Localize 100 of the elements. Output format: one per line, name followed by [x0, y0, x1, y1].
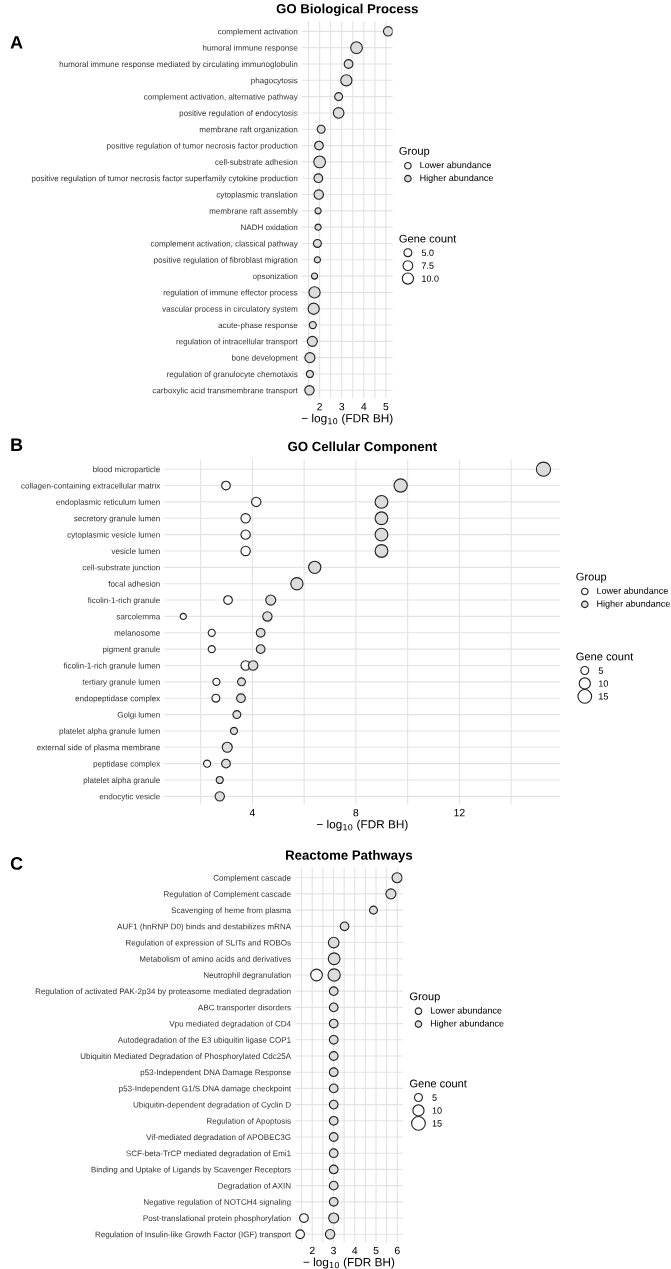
y-tick-label: carboxylic acid transmembrane transport	[152, 387, 298, 395]
y-tick-label: phagocytosis	[251, 77, 298, 85]
x-tick-label: 4	[249, 809, 255, 817]
x-tick-label: 4	[352, 1246, 358, 1255]
legend-label: Lower abundance	[597, 587, 668, 594]
y-tick-label: humoral immune response	[202, 44, 298, 53]
text: Gene count	[576, 652, 634, 661]
chart-title: Reactome Pathways	[286, 850, 413, 863]
legend-label: 5	[598, 667, 603, 674]
y-tick-label: Binding and Uptake of Ligands by Scavenger Receptors	[91, 1166, 291, 1175]
y-tick-label: positive regulation of endocytosis	[179, 110, 298, 118]
y-tick-label: positive regulation of fibroblast migration	[154, 256, 298, 265]
y-tick-label: p53-Independent DNA Damage Response	[140, 1069, 291, 1077]
y-tick-label: complement activation, alternative pathway	[144, 93, 298, 102]
legend-label: 10	[432, 1107, 442, 1114]
y-tick-label: Neutrophil degranulation	[203, 972, 291, 980]
y-tick-label: Autodegradation of the E3 ubiquitin ligase COP1	[117, 1036, 291, 1045]
x-tick-label: 5	[383, 403, 389, 411]
x-tick-label: 8	[353, 808, 359, 817]
y-tick-label: membrane raft organization	[199, 126, 298, 134]
chart-title: GO Biological Process	[276, 3, 418, 17]
y-tick-label: opsonization	[252, 273, 298, 281]
text: Gene count	[399, 234, 457, 243]
y-tick-label: Regulation of Apoptosis	[207, 1117, 291, 1126]
y-tick-label: Vpu mediated degradation of CD4	[169, 1020, 291, 1029]
y-tick-label: Negative regulation of NOTCH4 signaling	[143, 1198, 291, 1207]
legend-label: Lower abundance	[420, 161, 491, 169]
legend-label: 5.0	[421, 249, 434, 256]
y-tick-label: positive regulation of tumor necrosis factor production	[107, 142, 298, 151]
legend-label: 10	[599, 680, 609, 687]
y-tick-label: endocytic vesicle	[99, 793, 160, 801]
y-tick-label: ficolin-1-rich granule	[87, 597, 160, 605]
y-tick-label: vesicle lumen	[111, 548, 160, 554]
y-tick-label: humoral immune response mediated by circulating immunoglobulin	[59, 61, 298, 69]
y-tick-label: Golgi lumen	[117, 711, 160, 720]
y-tick-label: tertiary granule lumen	[82, 678, 160, 687]
y-tick-label: SCF-beta-TrCP mediated degradation of Emi1	[126, 1150, 291, 1158]
y-tick-label: Regulation of Insulin-like Growth Factor (IGF) transport	[95, 1231, 292, 1239]
y-tick-label: sarcolemma	[116, 613, 161, 620]
y-tick-label: Ubiquitin Mediated Degradation of Phosphorylated Cdc25A	[80, 1053, 292, 1061]
x-tick-label: 6	[394, 1246, 400, 1255]
y-tick-label: cytoplasmic vesicle lumen	[67, 531, 160, 540]
y-tick-label: cell-substrate adhesion	[215, 158, 298, 165]
text: A	[10, 36, 23, 49]
x-axis-title: − log$_{10}$ (FDR BH)	[303, 1257, 395, 1269]
y-tick-label: Degradation of AXIN	[218, 1182, 291, 1191]
x-tick-label: 4	[361, 403, 367, 411]
y-tick-label: NADH oxidation	[241, 224, 298, 231]
text: C	[10, 857, 23, 870]
y-tick-label: pigment granule	[102, 646, 160, 654]
x-tick-label: 3	[331, 1246, 336, 1255]
y-tick-label: positive regulation of tumor necrosis factor superfamily cytokine production	[31, 175, 298, 183]
y-tick-label: complement activation, classical pathway	[150, 240, 298, 249]
y-tick-label: cell-substrate junction	[82, 564, 160, 572]
y-tick-label: acute-phase response	[218, 322, 298, 330]
x-tick-label: 12	[454, 808, 465, 817]
y-tick-label: bone development	[232, 354, 298, 363]
y-tick-label: endopeptidase complex	[75, 695, 161, 703]
y-tick-label: peptidase complex	[93, 760, 161, 769]
y-tick-label: external side of plasma membrane	[37, 744, 160, 752]
y-tick-label: Post-translational protein phosphorylation	[143, 1215, 291, 1223]
legend-label: 10.0	[422, 275, 439, 282]
chart-title: GO Cellular Component	[288, 441, 437, 454]
legend-label: 15	[599, 693, 609, 700]
y-tick-label: melanosome	[114, 629, 160, 636]
y-tick-label: Regulation of Complement cascade	[164, 891, 291, 899]
y-tick-label: platelet alpha granule	[83, 777, 160, 785]
text: Group	[576, 572, 607, 583]
legend-label: 5	[432, 1094, 437, 1101]
y-tick-label: secretory granule lumen	[74, 515, 160, 523]
y-tick-label: p53-Independent G1/S DNA damage checkpoint	[119, 1085, 292, 1093]
y-tick-label: membrane raft assembly	[209, 207, 298, 216]
y-tick-label: focal adhesion	[108, 580, 160, 587]
y-tick-label: AUF1 (hnRNP D0) binds and destabilizes mRNA	[117, 923, 292, 931]
y-tick-label: Vif-mediated degradation of APOBEC3G	[146, 1134, 291, 1142]
y-tick-label: ABC transporter disorders	[197, 1004, 291, 1012]
y-tick-label: Regulation of expression of SLITs and ROBOs	[126, 939, 291, 948]
legend-label: Lower abundance	[430, 1007, 502, 1014]
y-tick-label: blood microparticle	[93, 466, 160, 474]
x-axis-title: − log$_{10}$ (FDR BH)	[316, 819, 408, 831]
y-tick-label: ficolin-1-rich granule lumen	[63, 662, 160, 671]
y-tick-label: Regulation of activated PAK-2p34 by proteasome mediated degradation	[35, 988, 291, 996]
y-tick-label: Scavenging of heme from plasma	[171, 907, 292, 915]
y-tick-label: platelet alpha granule lumen	[59, 728, 160, 736]
text: B	[11, 438, 23, 451]
y-tick-label: regulation of immune effector process	[163, 289, 298, 297]
x-tick-label: 2	[317, 402, 322, 411]
legend-label: Higher abundance	[597, 600, 670, 609]
text: Group	[399, 146, 430, 158]
legend-label: 7.5	[421, 262, 434, 269]
y-tick-label: Ubiquitin-dependent degradation of Cyclin D	[133, 1101, 291, 1110]
text: Gene count	[409, 1079, 467, 1088]
x-axis-title: − log$_{10}$ (FDR BH)	[301, 413, 393, 425]
legend-label: Higher abundance	[420, 174, 494, 183]
x-tick-label: 5	[373, 1246, 379, 1255]
y-tick-label: collagen-containing extracellular matrix	[21, 482, 161, 491]
y-tick-label: endoplasmic reticulum lumen	[56, 498, 160, 507]
y-tick-label: regulation of granulocyte chemotaxis	[167, 371, 298, 379]
y-tick-label: vascular process in circulatory system	[162, 305, 298, 314]
y-tick-label: Metabolism of amino acids and derivatives	[139, 955, 291, 962]
